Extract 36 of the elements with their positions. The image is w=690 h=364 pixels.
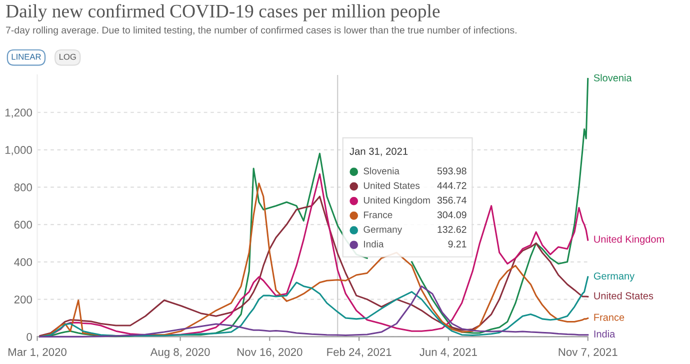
text: United Kingdom [594,235,664,245]
legend-label: Slovenia [364,167,400,174]
annotation: 9.21 [448,240,466,248]
x-tick-label: Mar 1, 2020 [8,348,66,358]
text: France [594,314,624,321]
y-tick-label: 1,200 [5,108,32,118]
text: United States [594,292,654,300]
text: LOG [60,54,76,60]
x-tick-label: Aug 8, 2020 [150,348,210,358]
legend-label: India [364,240,384,248]
annotation: Jan 31, 2021 [350,148,408,156]
x-tick-label: Nov 16, 2020 [238,348,302,358]
y-tick-label: 1,000 [5,146,32,156]
text: Germany [594,272,635,282]
y-tick-label: 0 [26,332,32,341]
annotation: 593.98 [437,168,466,174]
text: India [594,330,616,338]
chart-subtitle: 7-day rolling average. Due to limited testing, the number of confirmed cases is lower than the true number of infections. [6,26,516,36]
text: Slovenia [594,74,632,82]
y-tick-label: 600 [14,220,32,229]
y-tick-label: 200 [14,296,32,304]
legend-label: France [364,212,392,218]
x-tick-label: Nov 7, 2021 [558,348,618,358]
y-tick-label: 400 [14,258,32,266]
text: LINEAR [12,54,41,60]
legend-label: United Kingdom [364,196,430,206]
annotation: 132.62 [438,226,466,233]
y-tick-label: 800 [14,183,32,192]
x-tick-label: Jun 4, 2021 [420,348,477,358]
annotation: 304.09 [437,211,466,218]
x-tick-label: Feb 24, 2021 [327,348,392,358]
legend-label: Germany [364,226,402,235]
annotation: 444.72 [437,182,466,189]
legend-label: United States [364,182,420,189]
chart-title: Daily new confirmed COVID-19 cases per million people [6,4,440,22]
annotation: 356.74 [437,196,466,204]
